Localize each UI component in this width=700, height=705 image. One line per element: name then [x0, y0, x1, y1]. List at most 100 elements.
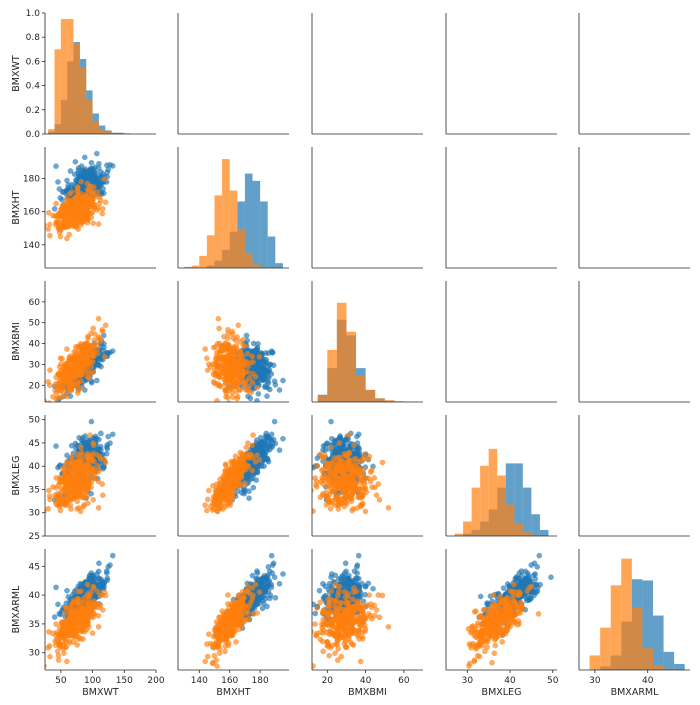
scatter-point — [104, 444, 110, 450]
scatter-point — [46, 400, 52, 402]
scatter-point — [55, 498, 62, 505]
scatter-point — [202, 502, 208, 508]
scatter-point — [64, 658, 70, 665]
hist-bar — [54, 49, 61, 134]
scatter-point — [96, 334, 102, 340]
scatter-point — [77, 508, 84, 515]
scatter-point — [328, 444, 335, 451]
scatter-point — [87, 432, 93, 438]
y-tick-label: 0.8 — [26, 33, 41, 43]
scatter-point — [216, 480, 223, 487]
hist-bar — [531, 514, 540, 536]
hist-bar — [384, 400, 395, 402]
scatter-point — [360, 456, 367, 463]
scatter-point — [76, 165, 82, 171]
scatter-point — [93, 342, 100, 348]
scatter-point — [255, 577, 262, 583]
scatter-point — [68, 495, 75, 501]
y-tick-label: 45 — [29, 562, 40, 572]
scatter-point — [317, 494, 324, 501]
scatter-point — [90, 442, 97, 449]
y-tick-label: 40 — [29, 340, 41, 350]
scatter-point — [88, 379, 95, 386]
scatter-point — [367, 469, 374, 475]
subplot-BMXHT-vs-BMXARML — [578, 147, 690, 269]
scatter-point — [92, 602, 98, 609]
scatter-point — [72, 159, 79, 165]
subplot-BMXWT-vs-BMXHT — [177, 13, 289, 135]
scatter-point — [361, 451, 367, 458]
scatter-point — [81, 196, 87, 202]
scatter-point — [75, 588, 82, 595]
plot-area — [202, 315, 286, 402]
subplot-BMXHT-vs-BMXLEG — [445, 147, 557, 269]
scatter-point — [98, 363, 104, 370]
scatter-point — [78, 179, 85, 185]
scatter-point — [102, 459, 109, 466]
scatter-point — [63, 488, 70, 494]
scatter-point — [85, 375, 92, 381]
scatter-point — [231, 348, 237, 354]
scatter-point — [332, 437, 339, 444]
scatter-point — [266, 578, 273, 584]
scatter-point — [65, 182, 72, 188]
scatter-point — [88, 165, 94, 172]
scatter-point — [219, 500, 225, 507]
scatter-point — [94, 462, 101, 469]
hist-bar — [222, 159, 230, 268]
scatter-point — [366, 453, 373, 460]
scatter-point — [255, 595, 262, 601]
scatter-point — [61, 625, 68, 631]
y-tick-label: 180 — [23, 174, 40, 184]
scatter-point — [56, 610, 63, 617]
scatter-point — [107, 440, 113, 446]
scatter-point — [349, 475, 355, 481]
scatter-point — [371, 475, 378, 481]
scatter-point — [360, 500, 366, 507]
scatter-point — [375, 481, 382, 487]
scatter-point — [233, 639, 239, 645]
scatter-point — [60, 188, 67, 195]
scatter-point — [67, 481, 73, 487]
hist-bar — [86, 100, 93, 134]
scatter-point — [222, 648, 228, 655]
scatter-point — [345, 432, 352, 438]
scatter-point — [47, 653, 53, 660]
scatter-point — [63, 362, 70, 368]
hist-bar — [522, 532, 532, 536]
scatter-point — [237, 387, 243, 393]
scatter-point — [104, 162, 110, 169]
scatter-point — [245, 383, 252, 390]
scatter-point — [90, 325, 96, 332]
scatter-point — [332, 449, 339, 456]
scatter-point — [70, 598, 77, 604]
hist-bar — [454, 533, 464, 536]
scatter-point — [280, 571, 286, 577]
scatter-point — [75, 494, 81, 500]
scatter-point — [225, 353, 231, 359]
scatter-point — [250, 484, 257, 491]
scatter-point — [82, 433, 88, 439]
y-tick-label: 35 — [29, 620, 40, 630]
scatter-point — [88, 210, 94, 217]
scatter-point — [99, 210, 105, 217]
scatter-point — [84, 462, 91, 469]
scatter-point — [204, 355, 210, 361]
scatter-point — [47, 232, 53, 239]
y-axis-label: BMXBMI — [11, 322, 22, 361]
y-tick-label: 140 — [23, 241, 40, 251]
scatter-point — [302, 443, 307, 448]
scatter-point — [71, 353, 78, 359]
y-tick-label: 50 — [29, 416, 41, 426]
scatter-point — [322, 474, 328, 481]
hist-bar — [252, 180, 261, 268]
scatter-point — [74, 390, 81, 396]
scatter-point — [66, 216, 73, 223]
y-tick-label: 40 — [29, 591, 41, 601]
scatter-point — [70, 485, 77, 492]
scatter-point — [102, 322, 109, 328]
scatter-point — [349, 507, 355, 514]
